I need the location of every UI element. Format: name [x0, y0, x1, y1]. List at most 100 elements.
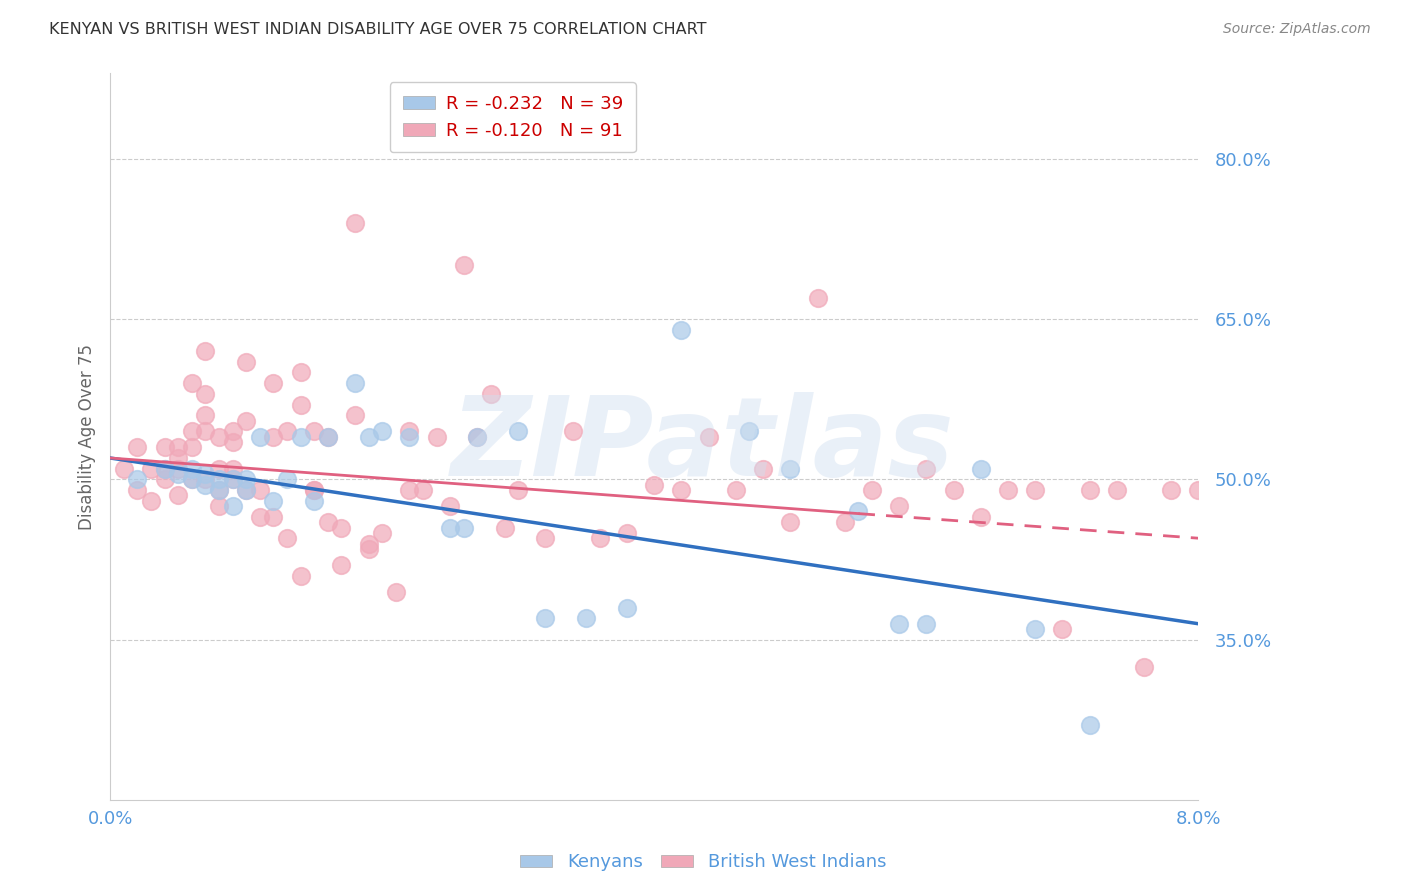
- Text: Source: ZipAtlas.com: Source: ZipAtlas.com: [1223, 22, 1371, 37]
- Point: [180, 472, 202, 486]
- Point: [221, 472, 243, 486]
- Point: [1105, 483, 1128, 497]
- Point: [139, 461, 162, 475]
- Legend: Kenyans, British West Indians: Kenyans, British West Indians: [513, 847, 893, 879]
- Point: [398, 483, 420, 497]
- Point: [453, 520, 475, 534]
- Point: [343, 216, 366, 230]
- Point: [426, 429, 449, 443]
- Point: [508, 483, 530, 497]
- Point: [276, 472, 298, 486]
- Point: [221, 424, 243, 438]
- Point: [208, 461, 231, 475]
- Point: [302, 424, 325, 438]
- Point: [316, 429, 339, 443]
- Point: [779, 515, 801, 529]
- Point: [153, 472, 176, 486]
- Point: [357, 541, 380, 556]
- Point: [235, 483, 257, 497]
- Point: [343, 376, 366, 391]
- Point: [262, 509, 284, 524]
- Point: [467, 429, 489, 443]
- Point: [276, 424, 298, 438]
- Point: [262, 429, 284, 443]
- Point: [235, 355, 257, 369]
- Point: [194, 424, 217, 438]
- Point: [357, 536, 380, 550]
- Point: [724, 483, 747, 497]
- Point: [738, 424, 761, 438]
- Point: [806, 291, 828, 305]
- Point: [561, 424, 583, 438]
- Point: [385, 584, 408, 599]
- Point: [235, 413, 257, 427]
- Point: [139, 493, 162, 508]
- Point: [221, 472, 243, 486]
- Point: [942, 483, 965, 497]
- Point: [167, 450, 190, 465]
- Point: [235, 483, 257, 497]
- Point: [860, 483, 883, 497]
- Point: [834, 515, 856, 529]
- Point: [616, 600, 638, 615]
- Point: [262, 493, 284, 508]
- Point: [479, 387, 502, 401]
- Point: [494, 520, 516, 534]
- Point: [915, 461, 938, 475]
- Point: [276, 531, 298, 545]
- Point: [846, 504, 869, 518]
- Point: [208, 472, 231, 486]
- Point: [970, 509, 993, 524]
- Point: [249, 509, 271, 524]
- Point: [194, 467, 217, 481]
- Point: [1078, 483, 1101, 497]
- Point: [997, 483, 1019, 497]
- Point: [752, 461, 775, 475]
- Text: ZIPatlas: ZIPatlas: [451, 392, 955, 500]
- Y-axis label: Disability Age Over 75: Disability Age Over 75: [79, 343, 96, 530]
- Point: [1133, 659, 1156, 673]
- Point: [167, 467, 190, 481]
- Point: [167, 488, 190, 502]
- Point: [887, 499, 910, 513]
- Point: [589, 531, 612, 545]
- Point: [357, 429, 380, 443]
- Point: [194, 472, 217, 486]
- Point: [1052, 622, 1074, 636]
- Point: [290, 568, 312, 582]
- Point: [316, 429, 339, 443]
- Point: [970, 461, 993, 475]
- Point: [1215, 483, 1237, 497]
- Point: [1160, 483, 1182, 497]
- Point: [302, 483, 325, 497]
- Point: [153, 440, 176, 454]
- Point: [180, 424, 202, 438]
- Point: [915, 616, 938, 631]
- Point: [1078, 718, 1101, 732]
- Point: [180, 472, 202, 486]
- Point: [290, 397, 312, 411]
- Point: [697, 429, 720, 443]
- Point: [671, 323, 693, 337]
- Point: [616, 525, 638, 540]
- Point: [153, 461, 176, 475]
- Point: [371, 525, 394, 540]
- Point: [208, 429, 231, 443]
- Point: [302, 493, 325, 508]
- Point: [439, 499, 461, 513]
- Point: [235, 472, 257, 486]
- Point: [1024, 483, 1046, 497]
- Point: [887, 616, 910, 631]
- Point: [221, 434, 243, 449]
- Point: [221, 499, 243, 513]
- Point: [290, 366, 312, 380]
- Point: [194, 408, 217, 422]
- Point: [127, 483, 149, 497]
- Point: [671, 483, 693, 497]
- Point: [112, 461, 135, 475]
- Point: [643, 477, 665, 491]
- Point: [167, 461, 190, 475]
- Point: [398, 424, 420, 438]
- Point: [127, 440, 149, 454]
- Point: [127, 472, 149, 486]
